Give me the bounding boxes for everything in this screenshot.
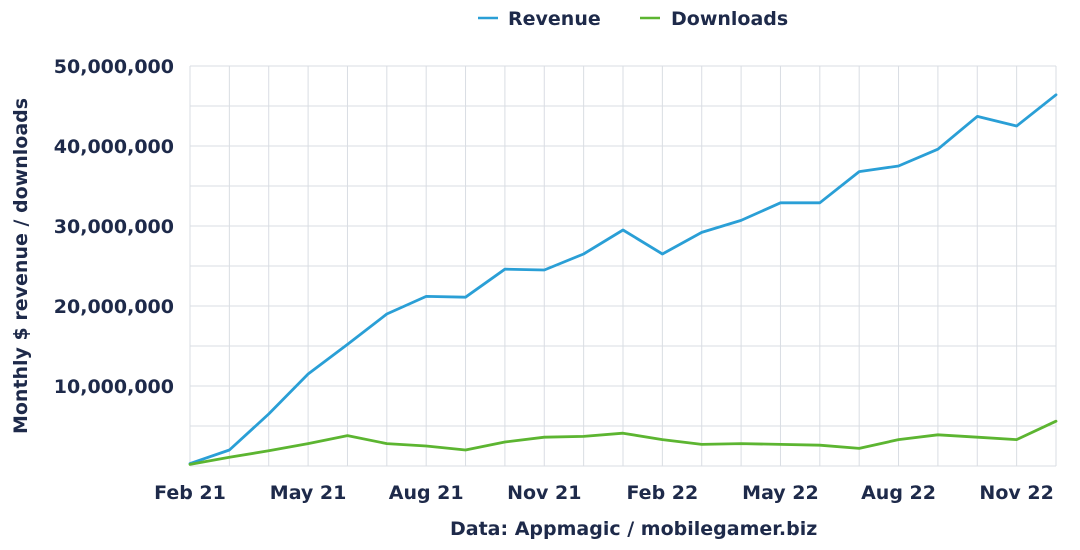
series-line-downloads [188,419,1058,466]
x-axis-tick-labels: Feb 21 May 21 Aug 21 Nov 21 Feb 22 May 22 Aug … [154,482,1054,504]
horizontal-gridlines [190,65,1056,467]
y-tick-label: 50,000,000 [54,56,174,78]
y-tick-label: 10,000,000 [54,376,174,398]
legend-label-revenue: Revenue [508,8,601,30]
legend-label-downloads: Downloads [671,8,788,30]
series-lines [188,93,1058,466]
y-tick-label: 20,000,000 [54,296,174,318]
x-tick-label: Nov 22 [979,482,1053,504]
y-tick-label: 40,000,000 [54,136,174,158]
legend: Revenue Downloads [478,8,788,30]
x-tick-label: Aug 21 [389,482,464,504]
y-tick-label: 30,000,000 [54,216,174,238]
y-axis-tick-labels: 10,000,000 20,000,000 30,000,000 40,000,000… [54,56,174,398]
series-line-revenue [188,93,1058,466]
x-tick-label: May 22 [742,482,819,504]
x-tick-label: Aug 22 [861,482,936,504]
x-tick-label: Nov 21 [507,482,581,504]
x-tick-label: Feb 22 [626,482,698,504]
x-tick-label: Feb 21 [154,482,226,504]
x-tick-label: May 21 [270,482,347,504]
y-axis-title: Monthly $ revenue / downloads [10,98,32,434]
source-note: Data: Appmagic / mobilegamer.biz [450,518,817,540]
